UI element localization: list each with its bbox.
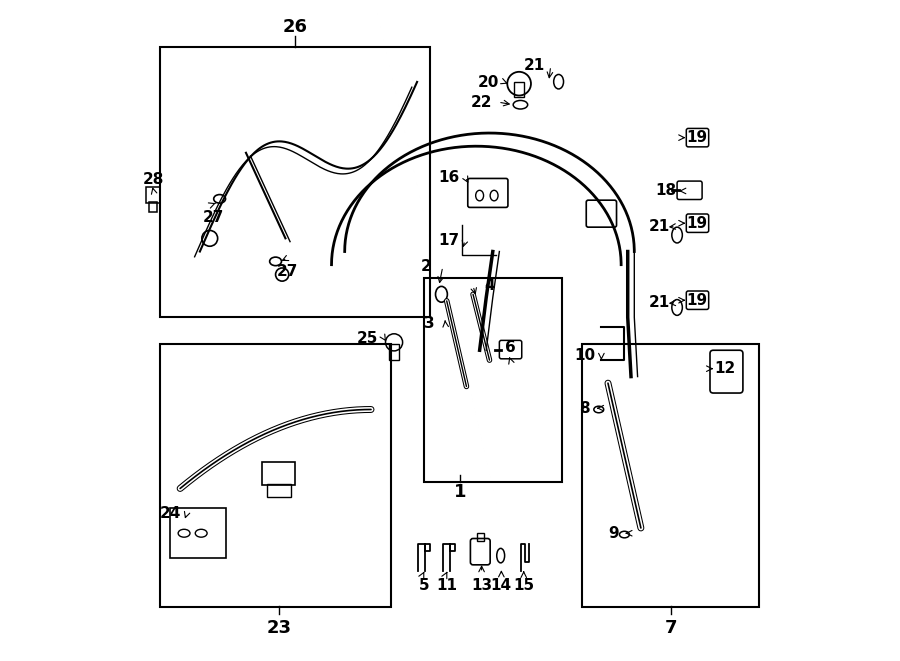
Text: 13: 13: [471, 578, 492, 594]
Text: 25: 25: [357, 331, 378, 346]
Bar: [424, 278, 562, 482]
Text: 5: 5: [418, 578, 429, 594]
Text: 11: 11: [436, 578, 457, 594]
Text: 21: 21: [649, 219, 670, 234]
Text: 24: 24: [159, 506, 181, 521]
Text: 6: 6: [505, 340, 516, 355]
Bar: [477, 533, 483, 541]
Text: 2: 2: [421, 259, 432, 274]
Bar: [146, 187, 160, 204]
Text: 8: 8: [580, 401, 590, 416]
Bar: [160, 48, 430, 317]
Bar: [263, 462, 295, 485]
Text: 21: 21: [649, 295, 670, 311]
Text: 19: 19: [687, 130, 707, 145]
Text: 18: 18: [655, 184, 677, 198]
Bar: [160, 344, 391, 607]
Text: 9: 9: [608, 525, 618, 541]
Text: 19: 19: [687, 293, 707, 308]
Text: 27: 27: [202, 210, 224, 225]
Text: 1: 1: [454, 483, 466, 501]
Text: 28: 28: [143, 172, 165, 186]
Text: 4: 4: [484, 278, 495, 293]
Bar: [148, 202, 157, 212]
Text: 23: 23: [266, 619, 292, 637]
Text: 12: 12: [715, 361, 736, 376]
Text: 14: 14: [491, 578, 512, 594]
Bar: [581, 344, 760, 607]
Text: 3: 3: [424, 317, 434, 331]
Text: 7: 7: [664, 619, 677, 637]
Text: 22: 22: [471, 95, 492, 110]
Text: 10: 10: [574, 348, 596, 363]
Bar: [390, 344, 399, 360]
Text: 27: 27: [276, 264, 298, 279]
Text: 16: 16: [438, 170, 459, 184]
Text: 17: 17: [438, 233, 459, 248]
Text: 15: 15: [513, 578, 535, 594]
Text: 19: 19: [687, 215, 707, 231]
Bar: [514, 83, 525, 97]
Text: 20: 20: [478, 75, 499, 90]
Text: 26: 26: [283, 18, 308, 36]
Bar: [267, 484, 291, 497]
Bar: [170, 508, 226, 558]
Text: 21: 21: [524, 58, 544, 73]
